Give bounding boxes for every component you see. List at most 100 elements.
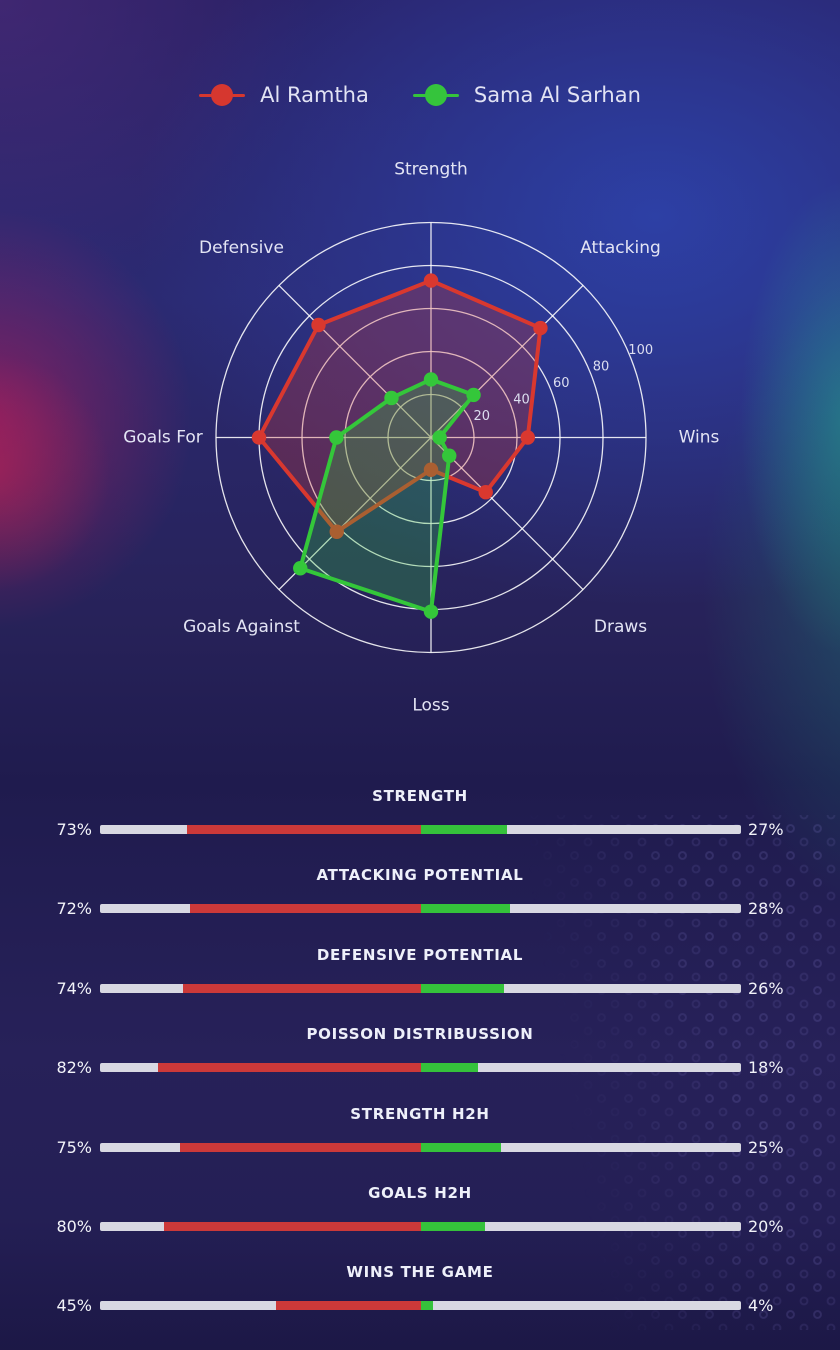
legend-dot-icon (211, 84, 234, 106)
stat-bar-left-segment (157, 1063, 421, 1073)
radar-tick-label: 20 (474, 409, 491, 424)
radar-point-sama-al-sarhan (329, 430, 344, 445)
stat-row-goals-h2h: GOALS H2H 80% 20% (0, 1184, 840, 1236)
stat-right-value: 26% (748, 978, 784, 998)
radar-point-sama-al-sarhan (442, 448, 457, 463)
stat-bar-right-segment (420, 825, 508, 834)
radar-tick-label: 100 (628, 343, 653, 358)
stat-right-value: 27% (748, 820, 784, 839)
radar-chart: Strength Attacking Wins Draws Loss Goals Agai… (123, 160, 720, 716)
stat-title: STRENGTH H2H (350, 1104, 490, 1123)
radar-tick-label: 40 (513, 392, 530, 407)
radar-point-al-ramtha (478, 485, 493, 500)
stat-bar-right-segment (420, 1063, 479, 1073)
radar-point-sama-al-sarhan (423, 372, 439, 387)
stat-title: ATTACKING POTENTIAL (316, 866, 524, 885)
stat-title: STRENGTH (372, 787, 468, 805)
stat-title: WINS THE GAME (346, 1263, 494, 1282)
stat-row-strength: STRENGTH 73% 27% (0, 787, 840, 839)
stat-right-value: 20% (748, 1217, 784, 1236)
radar-axis-label: Draws (594, 617, 647, 637)
stat-right-value: 18% (748, 1058, 784, 1078)
radar-axis-label: Wins (679, 428, 720, 448)
radar-axis-line (430, 437, 584, 590)
legend-marker-icon (199, 84, 246, 106)
chart-legend: Al Ramtha Sama Al Sarhan (0, 83, 840, 107)
stat-title: POISSON DISTRIBUSSION (306, 1025, 534, 1044)
radar-point-al-ramtha (533, 320, 548, 336)
stat-right-value: 4% (748, 1296, 774, 1316)
dot-pattern-decoration (480, 815, 840, 1330)
stat-row-attacking-potential: ATTACKING POTENTIAL 72% 28% (0, 866, 840, 918)
stat-bar: 73% 27% (0, 820, 840, 839)
radar-axis-line (430, 285, 584, 438)
stat-row-poisson-distribussion: POISSON DISTRIBUSSION 82% 18% (0, 1025, 840, 1077)
stat-row-defensive-potential: DEFENSIVE POTENTIAL 74% 26% (0, 945, 840, 998)
legend-label: Sama Al Sarhan (473, 83, 641, 107)
stat-bar-right-segment (420, 1142, 501, 1152)
stat-bar: 45% 4% (0, 1296, 840, 1315)
stat-bar-right-segment (420, 904, 511, 914)
radar-point-sama-al-sarhan (384, 390, 399, 406)
radar-axis-label: Goals Against (183, 617, 300, 637)
stat-bar-track (100, 1063, 741, 1073)
stat-left-value: 73% (56, 820, 92, 839)
stat-bar-track (100, 983, 741, 993)
stat-bar-track (100, 1301, 741, 1311)
stat-left-value: 75% (56, 1137, 92, 1157)
stat-right-value: 25% (748, 1137, 784, 1157)
stat-bar-right-segment (420, 1301, 434, 1311)
radar-axis-line (278, 285, 432, 438)
stat-bar: 74% 26% (0, 979, 840, 998)
radar-point-al-ramtha (423, 273, 439, 288)
stat-left-value: 45% (56, 1296, 92, 1316)
radar-point-sama-al-sarhan (432, 430, 447, 445)
legend-marker-icon (412, 84, 459, 106)
radar-axis-label: Attacking (580, 238, 661, 258)
stat-bar-left-segment (186, 825, 421, 834)
stat-bar: 75% 25% (0, 1138, 840, 1157)
radar-point-al-ramtha (329, 524, 344, 539)
legend-item-sama-al-sarhan[interactable]: Sama Al Sarhan (412, 83, 641, 107)
stat-bar-left-segment (164, 1222, 421, 1231)
radar-point-sama-al-sarhan (423, 604, 439, 619)
stat-bar-left-segment (183, 983, 421, 993)
radar-point-sama-al-sarhan (466, 387, 481, 403)
stat-bar-left-segment (189, 904, 421, 914)
stat-right-value: 28% (748, 899, 784, 919)
radar-tick-label: 60 (553, 376, 570, 391)
radar-axis-label: Defensive (199, 238, 284, 258)
radar-point-al-ramtha (520, 430, 535, 445)
stat-bar-track (100, 825, 741, 834)
stat-bar-track (100, 1222, 741, 1231)
stat-row-wins-the-game: WINS THE GAME 45% 4% (0, 1263, 840, 1315)
radar-point-sama-al-sarhan (293, 561, 308, 576)
stat-bar: 80% 20% (0, 1217, 840, 1236)
stat-title: DEFENSIVE POTENTIAL (316, 945, 524, 964)
stat-left-value: 72% (56, 899, 92, 919)
stat-bar-track (100, 1142, 741, 1152)
stat-bar-left-segment (276, 1301, 421, 1311)
stat-left-value: 82% (56, 1058, 92, 1078)
stat-left-value: 80% (56, 1217, 92, 1236)
radar-point-al-ramtha (311, 317, 326, 333)
stat-title: GOALS H2H (368, 1184, 472, 1202)
radar-point-al-ramtha (423, 462, 439, 477)
stat-bar-track (100, 904, 741, 914)
radar-axis-label: Loss (412, 696, 449, 716)
stat-bar-right-segment (420, 983, 504, 993)
radar-axis-label: Strength (394, 160, 468, 180)
stat-bar: 82% 18% (0, 1058, 840, 1077)
legend-label: Al Ramtha (260, 83, 369, 107)
stat-bar: 72% 28% (0, 899, 840, 918)
legend-dot-icon (424, 84, 447, 106)
radar-axis-label: Goals For (123, 428, 203, 448)
stat-row-strength-h2h: STRENGTH H2H 75% 25% (0, 1104, 840, 1157)
stat-left-value: 74% (56, 978, 92, 998)
stat-bar-right-segment (420, 1222, 485, 1231)
radar-point-al-ramtha (251, 430, 267, 445)
legend-item-al-ramtha[interactable]: Al Ramtha (199, 83, 369, 107)
radar-tick-label: 80 (593, 360, 610, 375)
